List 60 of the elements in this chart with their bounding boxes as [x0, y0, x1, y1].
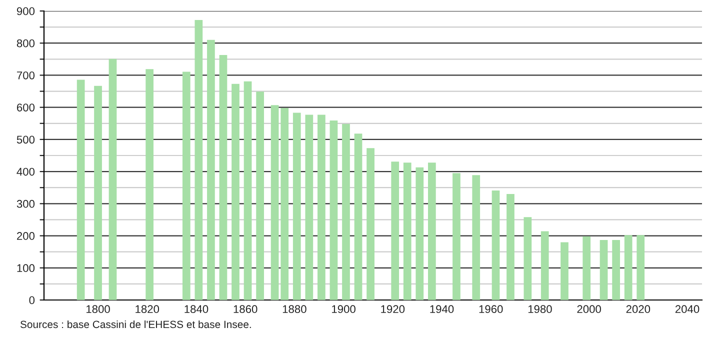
x-tick-label: 1980 — [528, 305, 552, 314]
x-tick-label: 2000 — [577, 305, 601, 314]
bar — [182, 72, 190, 300]
bar — [416, 167, 424, 300]
bar — [342, 124, 350, 300]
bar — [636, 235, 645, 300]
y-tick-label: 600 — [17, 104, 35, 112]
bar — [612, 240, 620, 300]
bar — [506, 194, 514, 300]
y-tick-label: 100 — [17, 264, 35, 272]
bar — [108, 58, 117, 300]
bar — [280, 108, 289, 300]
bar — [76, 80, 85, 300]
bar — [292, 112, 301, 300]
bar — [391, 162, 400, 300]
bar — [403, 162, 412, 300]
bar — [219, 54, 228, 300]
y-tick-label: 400 — [16, 168, 35, 176]
bar — [582, 236, 591, 300]
bar — [540, 231, 549, 300]
x-tick-label: 1880 — [282, 305, 306, 314]
bar — [305, 114, 314, 300]
bar — [330, 120, 338, 300]
x-tick-label: 1840 — [184, 305, 208, 314]
x-tick-label: 1820 — [136, 305, 160, 314]
bar — [472, 175, 480, 300]
bar — [194, 20, 203, 300]
bar — [624, 235, 632, 300]
x-tick-label: 1900 — [332, 305, 356, 314]
y-tick-label: 800 — [16, 39, 35, 48]
y-tick-label: 700 — [17, 71, 35, 80]
x-tick-label: 1800 — [86, 305, 110, 314]
bar — [428, 162, 436, 300]
bar — [318, 114, 326, 300]
bar — [560, 242, 568, 300]
bar — [146, 69, 154, 300]
x-tick-label: 1940 — [430, 305, 454, 314]
bar — [94, 86, 102, 300]
bar — [256, 92, 264, 300]
x-tick-label: 2020 — [626, 305, 650, 314]
y-tick-label: 200 — [16, 232, 35, 240]
y-tick-label: 300 — [16, 200, 35, 208]
bar — [232, 84, 240, 300]
bar — [492, 190, 500, 300]
source-note: Sources : base Cassini de l'EHESS et base Insee. — [20, 320, 251, 328]
bar — [524, 217, 532, 300]
x-tick-label: 1860 — [234, 305, 258, 314]
bar — [244, 81, 252, 300]
x-tick-label: 1960 — [479, 305, 503, 314]
bar — [600, 240, 608, 300]
y-tick-label: 900 — [16, 7, 35, 16]
bar — [207, 40, 215, 300]
y-tick-label: 0 — [29, 296, 35, 304]
y-tick-label: 500 — [16, 136, 35, 144]
x-tick-label: 2040 — [675, 305, 700, 314]
bar — [452, 173, 460, 300]
x-tick-label: 1920 — [381, 305, 405, 314]
bar — [354, 134, 362, 300]
bar — [366, 148, 374, 300]
bar — [270, 105, 279, 300]
